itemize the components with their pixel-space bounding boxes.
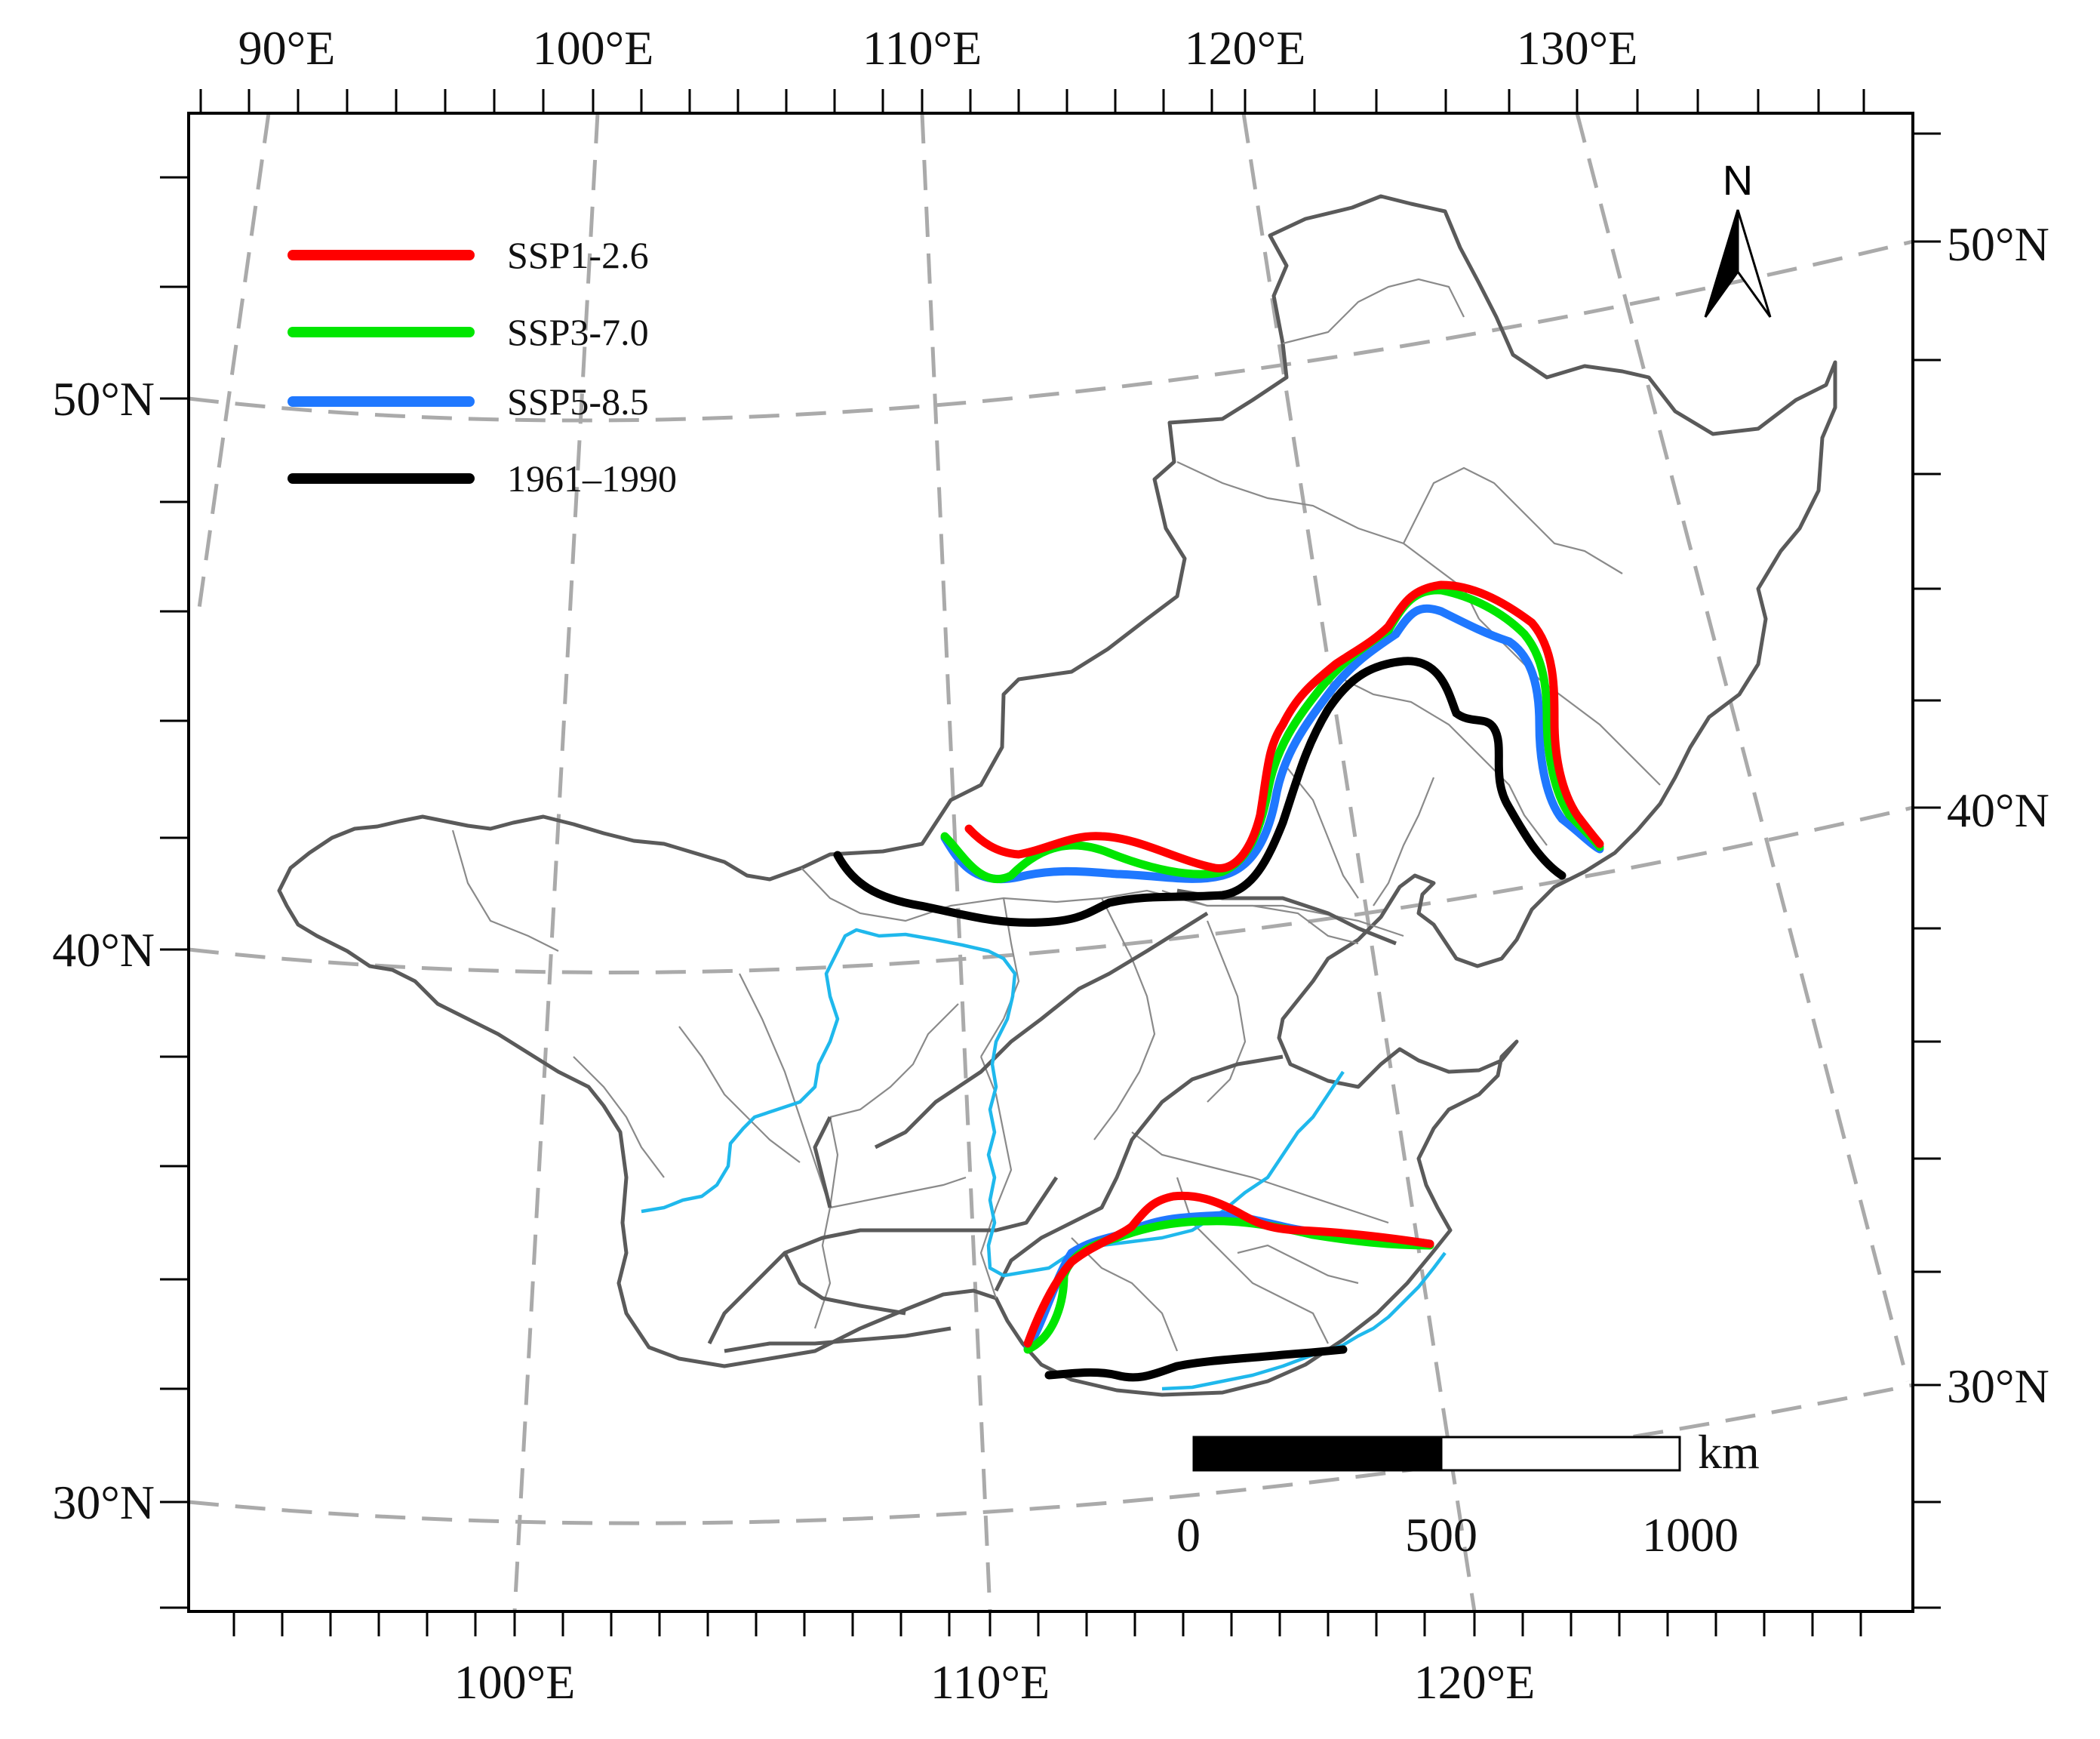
scale-bar-black-segment (1192, 1436, 1443, 1472)
province-line (1342, 679, 1548, 846)
left-lat-label: 50°N (52, 372, 155, 426)
legend-label-ssp3-7.0: SSP3-7.0 (507, 311, 649, 353)
province-line (1176, 1177, 1329, 1344)
major-line (783, 1251, 906, 1316)
curve-ssp3-7.0-north (940, 586, 1604, 884)
province-line (1071, 1237, 1179, 1352)
meridian-90e (195, 112, 271, 620)
province-line (1282, 278, 1465, 345)
curve-1961-1990-south (1044, 1345, 1348, 1382)
legend: SSP1-2.6 SSP3-7.0 SSP5-8.5 1961–1990 (287, 234, 677, 500)
province-line (1403, 466, 1623, 574)
province-line (1093, 897, 1156, 1140)
right-ticks (1913, 132, 1941, 1609)
curve-ssp1-2.6-south (1023, 1191, 1434, 1348)
right-lat-label: 30°N (1947, 1359, 2049, 1413)
graticule (188, 112, 1914, 1612)
curve-ssp3-7.0-south (1023, 1217, 1434, 1354)
province-line (1237, 1244, 1359, 1285)
top-lon-label: 90°E (238, 21, 336, 75)
bottom-lon-label: 110°E (930, 1655, 1050, 1709)
province-line (1478, 618, 1661, 786)
province-line (1176, 461, 1480, 620)
north-arrow-label: N (1723, 156, 1753, 204)
rivers (641, 928, 1447, 1391)
province-line (1206, 920, 1247, 1103)
meridian-110e (920, 112, 992, 1612)
meridian-130e (1575, 112, 1910, 1382)
boundary-curves (833, 580, 1604, 1382)
province-line (1282, 762, 1359, 899)
legend-label-ssp5-8.5: SSP5-8.5 (507, 380, 649, 423)
bottom-lon-label: 100°E (454, 1655, 576, 1709)
north-arrow-right-half (1736, 209, 1772, 318)
scale-bar-tick-0: 0 (1176, 1508, 1201, 1562)
left-lat-label: 40°N (52, 923, 155, 977)
left-lat-label: 30°N (52, 1476, 155, 1529)
huai-river (1161, 1251, 1447, 1391)
top-lon-label: 110°E (862, 21, 982, 75)
scale-bar-white-segment (1440, 1436, 1681, 1472)
major-line (813, 1116, 832, 1208)
major-line (994, 1054, 1284, 1292)
parallel-40n (188, 805, 1914, 974)
parallel-30n (188, 1383, 1914, 1525)
province-line (801, 867, 1404, 937)
top-ticks (199, 89, 1865, 113)
province-line (1131, 1131, 1389, 1224)
top-lon-label: 100°E (533, 21, 654, 75)
province-line (829, 1003, 959, 1119)
region-border (277, 194, 1837, 1397)
province-line (979, 1056, 1013, 1299)
scale-bar: km 0 500 1000 (1176, 1425, 1760, 1562)
top-lon-label: 120°E (1185, 21, 1306, 75)
province-line (451, 829, 559, 952)
top-lon-label: 130°E (1517, 21, 1638, 75)
major-line (707, 1176, 1059, 1345)
yellow-river (641, 928, 1345, 1278)
meridian-100e (512, 112, 600, 1612)
right-lat-label: 40°N (1947, 783, 2049, 837)
curve-ssp5-8.5-north (940, 604, 1604, 884)
province-line (1373, 777, 1435, 906)
right-lat-label: 50°N (1947, 217, 2049, 271)
province-line (980, 897, 1020, 1057)
left-lat-labels: 50°N 40°N 30°N (52, 372, 155, 1529)
curve-ssp1-2.6-north (964, 580, 1604, 873)
province-line (813, 1116, 839, 1329)
bottom-ticks (232, 1611, 1862, 1636)
right-lat-labels: 50°N 40°N 30°N (1947, 217, 2049, 1413)
province-line (829, 1176, 967, 1209)
top-lon-labels: 90°E 100°E 110°E 120°E 130°E (238, 21, 1638, 75)
meridian-120e (1241, 112, 1477, 1612)
scale-bar-tick-500: 500 (1405, 1508, 1477, 1562)
province-line (739, 973, 832, 1208)
province-boundaries (451, 278, 1661, 1352)
scale-bar-unit: km (1698, 1425, 1760, 1479)
left-ticks (160, 176, 189, 1609)
region-outline (277, 194, 1837, 1397)
legend-label-ssp1-2.6: SSP1-2.6 (507, 234, 649, 276)
legend-label-1961-1990: 1961–1990 (507, 457, 677, 500)
province-line (678, 1026, 801, 1163)
map-frame (187, 112, 1914, 1613)
major-line (724, 1326, 952, 1353)
major-boundaries (707, 888, 1397, 1353)
bottom-lon-label: 120°E (1414, 1655, 1536, 1709)
curve-1961-1990-north (833, 657, 1567, 927)
bottom-lon-labels: 100°E 110°E 120°E (454, 1655, 1536, 1709)
province-line (573, 1056, 665, 1178)
north-arrow-icon: N (1704, 156, 1772, 318)
major-line (874, 911, 1209, 1150)
north-arrow-left-half (1704, 209, 1739, 318)
parallel-50n (188, 239, 1914, 423)
scale-bar-tick-1000: 1000 (1642, 1508, 1739, 1562)
